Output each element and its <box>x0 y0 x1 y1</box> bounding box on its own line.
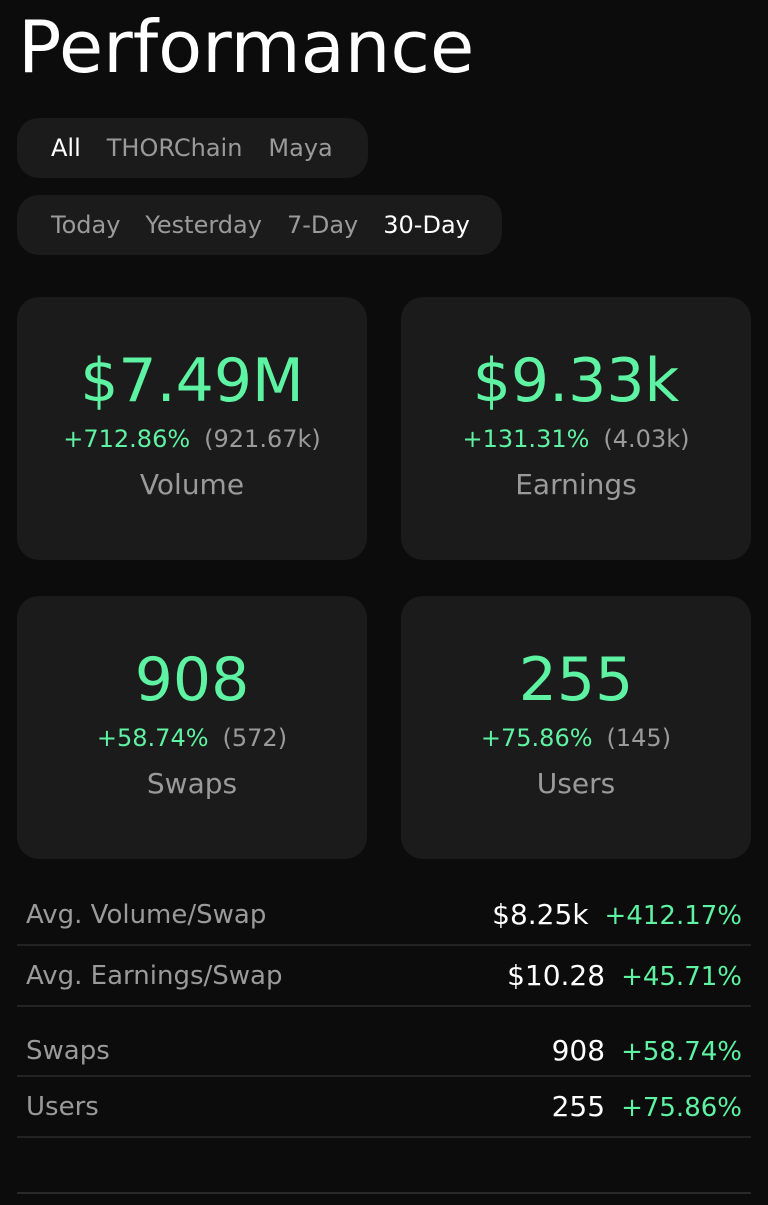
volume-value: $7.49M <box>80 346 304 416</box>
stat-change-pct: +412.17% <box>604 901 742 931</box>
volume-label: Volume <box>139 468 245 501</box>
chain-filter: All THORChain Maya <box>17 118 368 178</box>
stat-label: Swaps <box>26 1036 110 1066</box>
stat-value: $10.28 <box>507 959 606 992</box>
stat-label: Users <box>26 1092 99 1122</box>
volume-previous: (921.67k) <box>204 425 321 453</box>
users-value: 255 <box>518 645 634 715</box>
swaps-card: 908 +58.74% (572) Swaps <box>17 596 367 859</box>
stat-value: 908 <box>551 1034 606 1067</box>
stat-value: $8.25k <box>492 898 589 931</box>
users-card: 255 +75.86% (145) Users <box>401 596 751 859</box>
stat-change-pct: +58.74% <box>621 1037 742 1067</box>
stat-value: 255 <box>551 1090 606 1123</box>
stat-row-swaps: Swaps 908 +58.74% <box>17 1007 751 1077</box>
chain-option-all[interactable]: All <box>51 134 81 162</box>
volume-change-row: +712.86% (921.67k) <box>17 423 367 455</box>
period-option-30-day[interactable]: 30-Day <box>383 211 470 239</box>
earnings-previous: (4.03k) <box>603 425 690 453</box>
stat-row-avg-earnings-per-swap: Avg. Earnings/Swap $10.28 +45.71% <box>17 946 751 1007</box>
earnings-card: $9.33k +131.31% (4.03k) Earnings <box>401 297 751 560</box>
swaps-value: 908 <box>134 645 250 715</box>
period-filter: Today Yesterday 7-Day 30-Day <box>17 195 502 255</box>
earnings-value: $9.33k <box>472 346 680 416</box>
stat-values: 255 +75.86% <box>552 1088 742 1127</box>
users-previous: (145) <box>606 724 672 752</box>
users-change-row: +75.86% (145) <box>401 722 751 754</box>
stat-row-users: Users 255 +75.86% <box>17 1077 751 1138</box>
stat-label: Avg. Volume/Swap <box>26 900 267 930</box>
section-divider <box>17 1192 751 1194</box>
earnings-change-row: +131.31% (4.03k) <box>401 423 751 455</box>
stat-values: $8.25k +412.17% <box>492 896 742 935</box>
stats-table: Avg. Volume/Swap $8.25k +412.17% Avg. Ear… <box>17 885 751 1138</box>
page-title: Performance <box>18 5 475 89</box>
period-option-7-day[interactable]: 7-Day <box>286 211 359 239</box>
stat-row-avg-volume-per-swap: Avg. Volume/Swap $8.25k +412.17% <box>17 885 751 946</box>
swaps-change-row: +58.74% (572) <box>17 722 367 754</box>
earnings-label: Earnings <box>515 468 637 501</box>
users-label: Users <box>536 767 616 800</box>
swaps-previous: (572) <box>222 724 288 752</box>
volume-card: $7.49M +712.86% (921.67k) Volume <box>17 297 367 560</box>
period-option-today[interactable]: Today <box>51 211 121 239</box>
stat-change-pct: +75.86% <box>621 1093 742 1123</box>
chain-option-thorchain[interactable]: THORChain <box>106 134 243 162</box>
period-option-yesterday[interactable]: Yesterday <box>145 211 262 239</box>
stat-values: 908 +58.74% <box>552 1032 742 1071</box>
users-change-pct: +75.86% <box>480 724 593 752</box>
stat-change-pct: +45.71% <box>621 962 742 992</box>
stat-label: Avg. Earnings/Swap <box>26 961 283 991</box>
earnings-change-pct: +131.31% <box>462 425 590 453</box>
chain-option-maya[interactable]: Maya <box>268 134 333 162</box>
volume-change-pct: +712.86% <box>63 425 191 453</box>
swaps-change-pct: +58.74% <box>96 724 209 752</box>
stat-values: $10.28 +45.71% <box>507 957 742 996</box>
swaps-label: Swaps <box>146 767 238 800</box>
